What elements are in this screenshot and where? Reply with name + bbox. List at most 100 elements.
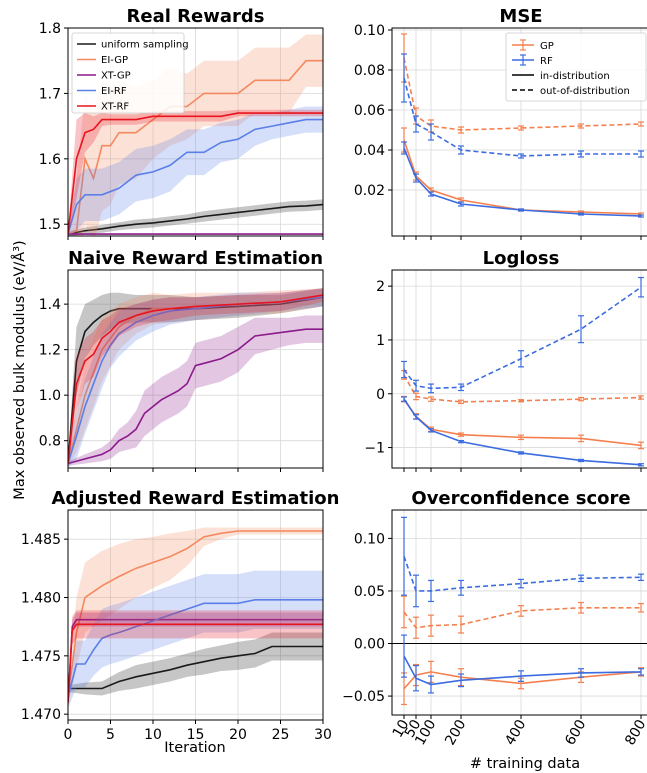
series-rf-ood xyxy=(401,53,644,159)
series-line xyxy=(403,286,642,390)
series-line xyxy=(68,296,323,464)
series-line xyxy=(403,374,642,403)
series-line xyxy=(403,147,642,217)
shared-x-label-right: # training data xyxy=(470,756,580,772)
x-tick-label: 15 xyxy=(187,727,205,743)
series-rf-ood xyxy=(401,276,644,394)
plot-area xyxy=(68,34,323,236)
legend-box xyxy=(505,32,647,102)
y-tick-label: 1.5 xyxy=(39,217,61,233)
y-tick-label: −0.05 xyxy=(342,689,385,705)
y-tick-label: 1.0 xyxy=(39,388,61,404)
confidence-band xyxy=(68,288,323,468)
x-tick-label: 800 xyxy=(622,717,647,748)
series-rf xyxy=(401,141,644,218)
series-rf xyxy=(401,396,644,467)
confidence-band xyxy=(68,106,323,236)
series-xt-rf xyxy=(68,288,323,468)
y-tick-label: 0.08 xyxy=(354,63,385,79)
panel-title: Logloss xyxy=(483,248,560,269)
y-tick-label: 1.480 xyxy=(21,591,61,607)
panel-title: Adjusted Reward Estimation xyxy=(52,488,340,509)
shared-y-label: Max observed bulk modulus (eV/Å³) xyxy=(11,240,28,499)
panel-logloss: −1 0 1 2 Logloss xyxy=(364,248,647,472)
y-tick-label: 1.7 xyxy=(39,86,61,102)
legend-label: GP xyxy=(540,41,554,52)
y-tick-label: 0.06 xyxy=(354,103,385,119)
y-tick-label: 0 xyxy=(376,387,385,403)
y-tick-label: −1 xyxy=(364,441,385,457)
confidence-band xyxy=(68,34,323,236)
series-ei-rf xyxy=(68,570,323,709)
legend-label: XT-RF xyxy=(101,102,129,113)
series-line xyxy=(403,398,642,447)
series-line xyxy=(68,599,323,697)
grid xyxy=(392,270,647,468)
y-tick-label: 0.10 xyxy=(354,23,385,39)
panel-title: Overconfidence score xyxy=(411,488,630,509)
panel-naive-reward-estimation: 0.8 1.0 1.2 1.4 Naive Reward Estimation xyxy=(39,248,324,472)
panel-real-rewards: 1.5 1.6 1.7 1.8 Real Rewards uniform sampling… xyxy=(39,6,324,240)
series-line xyxy=(403,398,642,466)
confidence-band xyxy=(68,610,323,715)
x-tick-label: 5 xyxy=(106,727,115,743)
series-gp-ood xyxy=(401,370,644,405)
y-tick-label: 0.04 xyxy=(354,143,385,159)
axes-frame xyxy=(391,269,647,469)
legend-label: EI-GP xyxy=(101,55,128,66)
legend-label: out-of-distribution xyxy=(540,86,630,97)
series-uniform-sampling xyxy=(68,632,323,696)
series-line xyxy=(68,645,323,690)
legend-label: XT-GP xyxy=(101,71,131,82)
x-tick-label: 400 xyxy=(502,717,529,748)
legend-label: EI-RF xyxy=(101,86,127,97)
y-tick-label: 0.02 xyxy=(354,183,385,199)
legend-label: uniform sampling xyxy=(101,40,189,51)
series-xt-rf xyxy=(68,610,323,715)
plot-area xyxy=(401,33,644,218)
x-tick-label: 10 xyxy=(390,717,413,740)
y-tick-label: 1.2 xyxy=(39,343,61,359)
confidence-band xyxy=(68,570,323,709)
shared-x-label-left: Iteration xyxy=(164,740,226,756)
y-tick-label: 2 xyxy=(376,279,385,295)
series-line xyxy=(403,655,642,686)
grid xyxy=(67,270,324,468)
y-tick-label: 0.05 xyxy=(354,584,385,600)
x-tick-label: 200 xyxy=(442,717,469,748)
series-line xyxy=(68,118,323,235)
confidence-band xyxy=(68,288,323,468)
series-line xyxy=(403,671,642,690)
series-gp xyxy=(401,395,644,450)
series-line xyxy=(403,139,642,215)
series-gp xyxy=(401,127,644,216)
series-gp-ood xyxy=(401,595,644,639)
series-line xyxy=(403,555,642,592)
panel-mse: 0.02 0.04 0.06 0.08 0.10 MSE GP RF in-distributi… xyxy=(354,6,647,240)
series-ei-gp xyxy=(68,527,323,709)
series-xt-rf xyxy=(68,109,323,236)
series-line xyxy=(68,328,323,465)
x-tick-label: 25 xyxy=(272,727,290,743)
series-xt-gp xyxy=(68,233,323,235)
confidence-band xyxy=(68,109,323,236)
series-line xyxy=(68,623,323,703)
series-uniform-sampling xyxy=(68,288,323,468)
confidence-band xyxy=(68,315,323,466)
plot-area xyxy=(392,516,647,706)
y-tick-label: 1.6 xyxy=(39,152,61,168)
legend: GP RF in-distribution out-of-distribution xyxy=(505,32,647,102)
y-tick-label: 0.10 xyxy=(354,531,385,547)
confidence-band xyxy=(68,527,323,709)
confidence-band xyxy=(68,288,323,468)
series-rf-ood xyxy=(401,516,644,608)
series-line xyxy=(403,606,641,629)
y-tick-label: 0.00 xyxy=(354,637,385,653)
y-tick-label: 0.8 xyxy=(39,434,61,450)
y-tick-label: 1 xyxy=(376,333,385,349)
legend-label: in-distribution xyxy=(540,71,610,82)
y-tick-label: 1.4 xyxy=(39,297,61,313)
series-line xyxy=(68,530,323,697)
